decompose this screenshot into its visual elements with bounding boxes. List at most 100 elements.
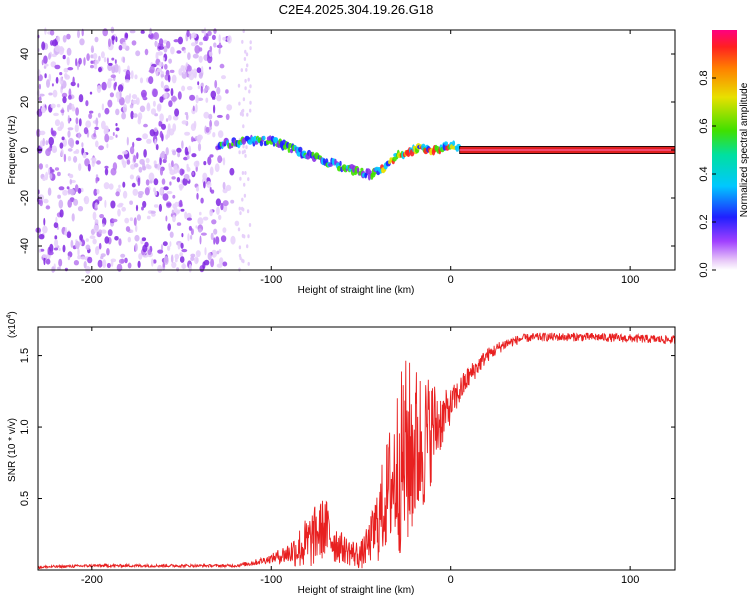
noise-speck [222,200,229,207]
snr-series-line [37,332,676,570]
noise-speck [160,81,164,88]
noise-speck [78,57,82,65]
noise-speck [238,101,241,106]
noise-speck [119,90,122,100]
noise-speck [94,219,99,223]
noise-speck [190,123,196,131]
noise-speck [92,53,98,60]
noise-speck [176,177,181,183]
noise-speck [58,258,63,267]
noise-speck [66,33,71,40]
noise-speck [75,117,79,125]
noise-speck [55,216,58,223]
noise-speck [245,145,248,150]
noise-speck [209,209,213,217]
noise-speck [73,150,77,154]
noise-speck [159,113,164,122]
noise-speck [111,35,116,41]
noise-speck [209,119,213,128]
noise-speck [45,140,49,146]
spectrogram-carrier-line [459,145,676,154]
noise-speck [153,127,158,132]
noise-speck [152,259,157,264]
noise-speck [71,103,75,110]
y-tick-label: 1.0 [19,419,31,434]
noise-speck [140,89,147,98]
noise-speck [220,235,227,243]
noise-speck [124,257,128,264]
noise-speck [176,50,182,54]
noise-speck [42,137,45,147]
colorbar-tick-label: 0.8 [698,70,710,85]
noise-speck [128,93,132,99]
noise-speck [171,74,177,84]
noise-speck [159,187,164,195]
noise-speck [177,242,181,250]
noise-speck [44,73,47,79]
noise-speck [238,245,242,250]
noise-speck [239,111,243,116]
noise-speck [59,209,64,218]
noise-speck [218,249,222,253]
noise-speck [164,63,168,70]
noise-speck [186,65,192,72]
noise-speck [56,35,61,43]
spectrogram-noise-field [35,26,252,274]
x-tick-label: 0 [448,574,454,586]
x-tick-label: 0 [448,274,454,286]
noise-speck [210,258,215,268]
noise-speck [122,103,128,113]
noise-speck [93,62,98,70]
noise-speck [91,158,96,168]
noise-speck [172,123,177,132]
noise-speck [176,267,180,272]
noise-speck [161,123,166,130]
noise-speck [246,209,250,214]
snr-ticks: -200 -100 0 100 0.5 1.0 1.5 [19,327,675,586]
noise-speck [79,234,83,241]
noise-speck [207,156,212,166]
noise-speck [38,93,45,97]
noise-speck [184,112,189,116]
noise-speck [193,160,200,168]
noise-speck [49,30,55,36]
noise-speck [241,233,245,238]
noise-speck [177,36,183,45]
noise-speck [66,231,72,239]
noise-speck [41,106,46,114]
noise-speck [38,83,42,90]
noise-speck [104,168,109,176]
noise-speck [140,239,144,245]
x-tick-label: -200 [81,574,103,586]
noise-speck [154,41,159,47]
noise-speck [104,236,110,244]
x-tick-label: 100 [621,274,639,286]
noise-speck [245,67,248,72]
snr-ylabel: SNR (10 * v/v) [7,418,18,482]
noise-speck [118,202,124,206]
noise-speck [133,155,137,163]
noise-speck [106,262,111,269]
noise-speck [77,247,80,257]
noise-speck [63,67,69,73]
noise-speck [69,188,75,196]
noise-speck [90,45,94,53]
noise-speck [246,63,249,68]
noise-speck [213,42,217,48]
noise-speck [241,112,244,117]
noise-speck [131,40,137,46]
noise-speck [42,225,48,234]
noise-speck [162,262,165,268]
noise-speck [238,150,241,155]
noise-speck [219,63,225,69]
noise-speck [95,140,99,148]
noise-speck [203,111,210,119]
x-tick-label: -200 [81,274,103,286]
noise-speck [137,177,141,187]
noise-speck [89,110,94,114]
noise-speck [133,113,138,118]
noise-speck [133,217,137,226]
noise-speck [135,224,138,232]
noise-speck [186,155,190,160]
